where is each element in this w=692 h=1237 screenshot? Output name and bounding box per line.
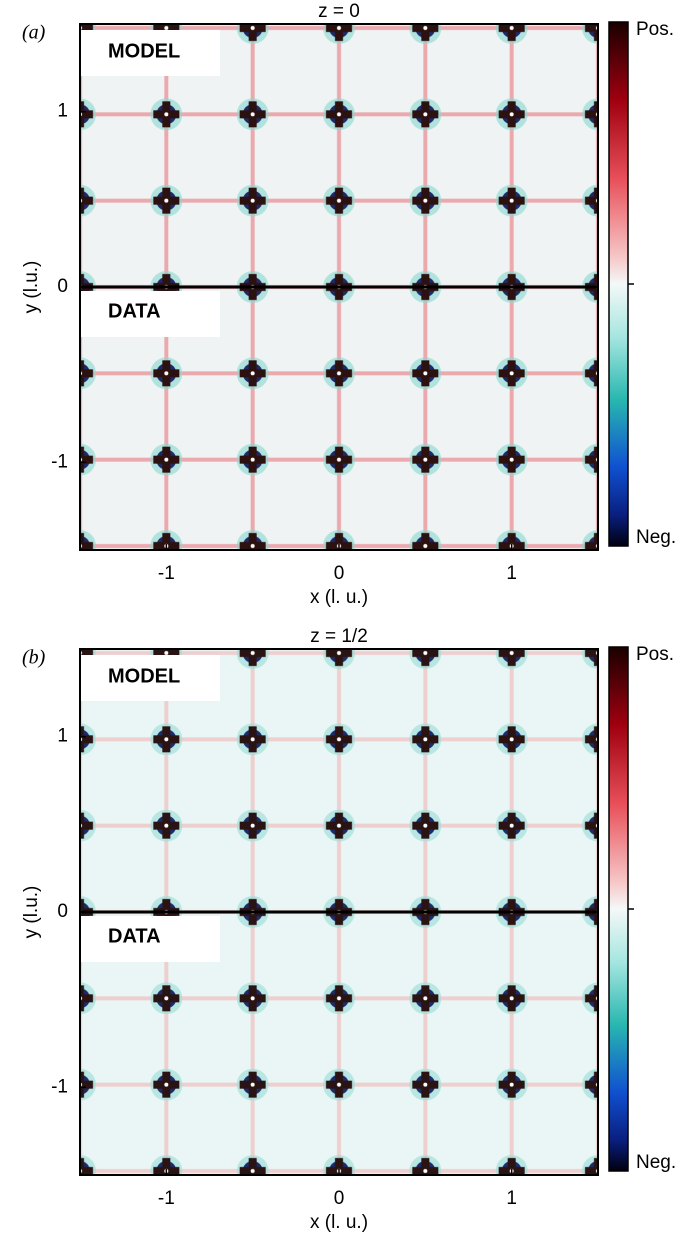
x-tick-label: 1: [506, 1188, 517, 1209]
colorbar: [608, 21, 629, 547]
x-axis-label: x (l. u.): [310, 1212, 368, 1233]
x-tick-label: -1: [158, 563, 175, 584]
label-box: [80, 30, 220, 76]
label-box: [80, 916, 220, 962]
colorbar-max-label: Pos.: [636, 644, 674, 665]
colorbar-min-label: Neg.: [636, 527, 676, 548]
chart-title: z = 0: [318, 1, 360, 22]
label-box: [80, 291, 220, 337]
annotation: DATA: [108, 925, 161, 947]
annotation: DATA: [108, 300, 161, 322]
colorbar-max-label: Pos.: [636, 19, 674, 40]
x-tick-label: -1: [158, 1188, 175, 1209]
annotation: MODEL: [108, 665, 180, 687]
x-axis-label: x (l. u.): [310, 587, 368, 608]
y-tick-label: 1: [57, 726, 68, 747]
colorbar: [608, 646, 629, 1172]
annotation: MODEL: [108, 40, 180, 62]
y-tick-label: 1: [57, 101, 68, 122]
y-axis-label: y (l.u.): [21, 886, 42, 939]
y-tick-label: -1: [51, 1076, 68, 1097]
x-tick-label: 0: [334, 563, 345, 584]
x-tick-label: 1: [506, 563, 517, 584]
y-tick-label: 0: [57, 901, 68, 922]
y-axis-label: y (l.u.): [21, 261, 42, 314]
colorbar-min-label: Neg.: [636, 1152, 676, 1173]
label-box: [80, 655, 220, 701]
x-tick-label: 0: [334, 1188, 345, 1209]
panel-label: (b): [22, 647, 46, 669]
y-tick-label: 0: [57, 276, 68, 297]
chart-title: z = 1/2: [310, 626, 368, 647]
y-tick-label: -1: [51, 451, 68, 472]
panel-label: (a): [22, 22, 46, 44]
